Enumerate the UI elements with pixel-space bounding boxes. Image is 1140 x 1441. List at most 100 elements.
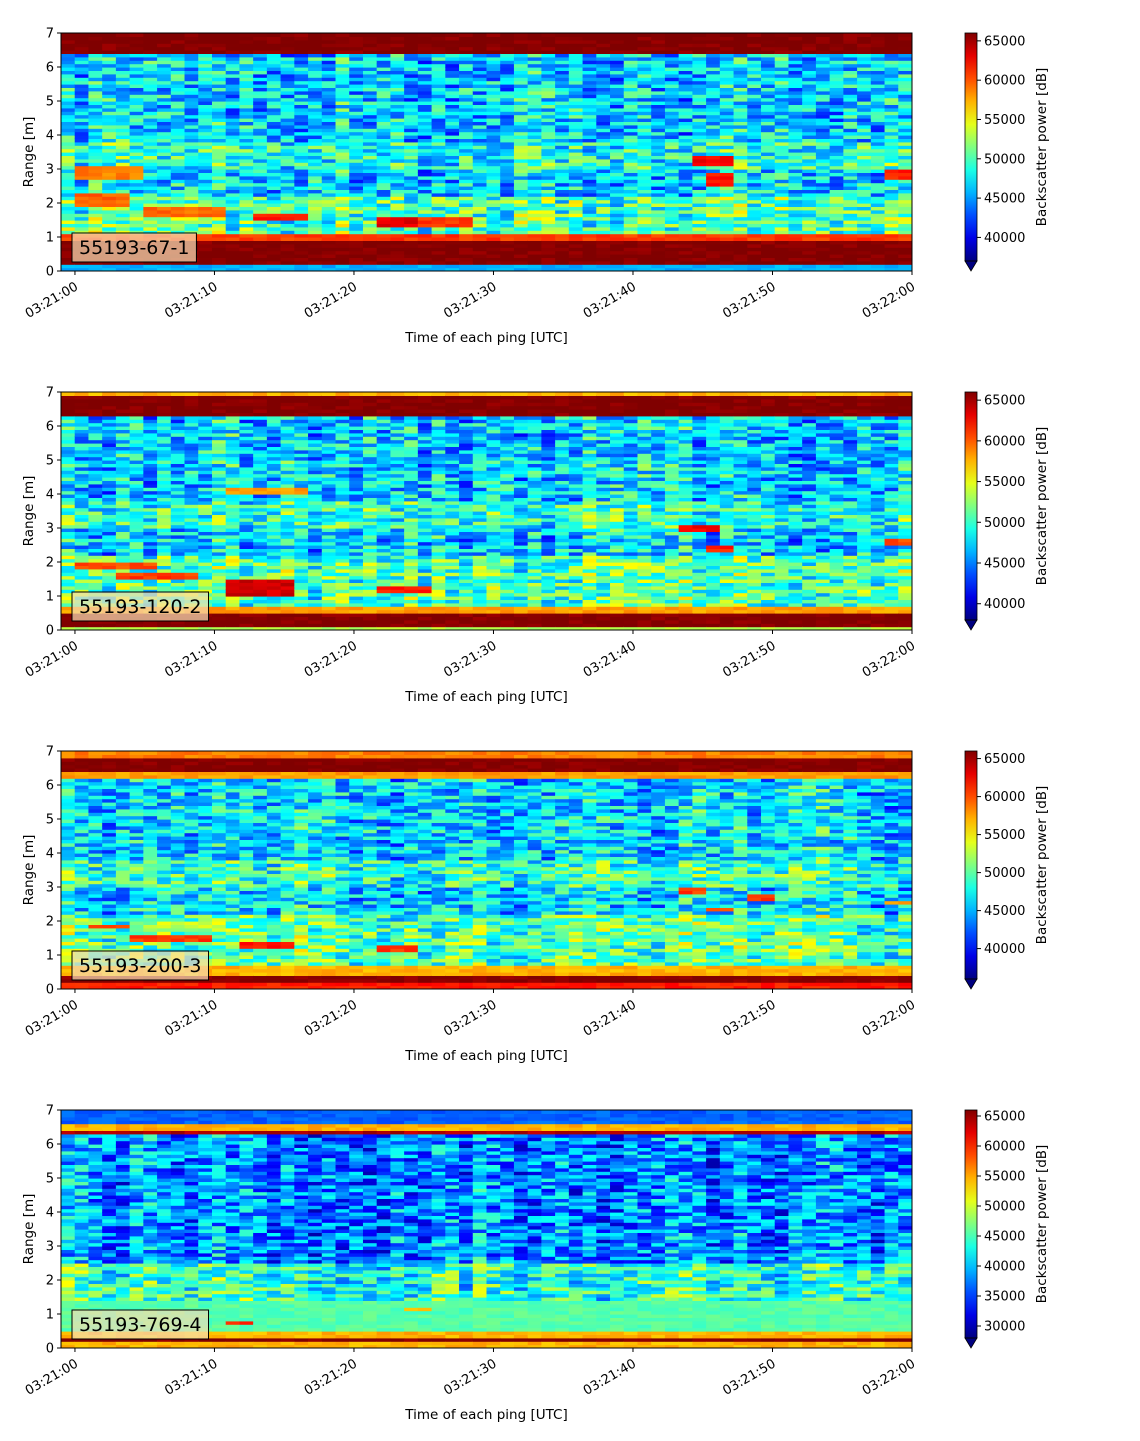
heatmap-cell <box>102 402 116 406</box>
heatmap-cell <box>528 183 542 187</box>
heatmap-cell <box>857 159 871 163</box>
heatmap-cell <box>500 227 514 231</box>
heatmap-cell <box>761 183 775 187</box>
heatmap-cell <box>898 159 912 163</box>
heatmap-cell <box>226 33 240 37</box>
heatmap-cell <box>157 33 171 37</box>
heatmap-cell <box>116 176 130 180</box>
colorbar-extend-arrow <box>965 261 977 271</box>
heatmap-cell <box>116 132 130 136</box>
heatmap-cell <box>528 200 542 204</box>
heatmap-cell <box>143 33 157 37</box>
heatmap-cell <box>747 132 761 136</box>
heatmap-cell <box>281 149 295 153</box>
heatmap-cell <box>88 402 102 406</box>
heatmap-cell <box>788 264 802 268</box>
heatmap-cell <box>130 227 144 231</box>
heatmap-cell <box>390 132 404 136</box>
heatmap-cell <box>871 234 885 238</box>
heatmap-cell <box>88 264 102 268</box>
heatmap-cell <box>61 470 75 474</box>
heatmap-cell <box>102 227 116 231</box>
heatmap-cell <box>541 149 555 153</box>
heatmap-cell <box>816 234 830 238</box>
heatmap-cell <box>185 132 199 136</box>
heatmap-cell <box>637 193 651 197</box>
heatmap-cell <box>720 251 734 255</box>
heatmap-cell <box>651 251 665 255</box>
heatmap-cell <box>445 210 459 214</box>
heatmap-cell <box>157 142 171 146</box>
heatmap-cell <box>679 264 693 268</box>
heatmap-cell <box>363 234 377 238</box>
heatmap-cell <box>198 132 212 136</box>
heatmap-cell <box>734 33 748 37</box>
heatmap-cell <box>308 217 322 221</box>
heatmap-cell <box>377 217 391 221</box>
heatmap-cell <box>816 244 830 248</box>
heatmap-cell <box>198 251 212 255</box>
heatmap-cell <box>843 149 857 153</box>
heatmap-cell <box>802 227 816 231</box>
heatmap-cell <box>747 200 761 204</box>
heatmap-cell <box>747 193 761 197</box>
heatmap-cell <box>857 132 871 136</box>
heatmap-cell <box>198 176 212 180</box>
heatmap-cell <box>349 264 363 268</box>
heatmap-cell <box>706 159 720 163</box>
heatmap-cell <box>857 200 871 204</box>
heatmap-cell <box>487 217 501 221</box>
heatmap-cell <box>75 436 89 440</box>
heatmap-cell <box>349 217 363 221</box>
heatmap-cell <box>75 193 89 197</box>
x-tick-label: 03:21:50 <box>720 279 778 321</box>
heatmap-cell <box>830 159 844 163</box>
heatmap-cell <box>130 402 144 406</box>
heatmap-cell <box>583 217 597 221</box>
heatmap-cell <box>294 264 308 268</box>
heatmap-cell <box>198 33 212 37</box>
heatmap-cell <box>130 487 144 491</box>
heatmap-cell <box>473 234 487 238</box>
heatmap-cell <box>226 264 240 268</box>
heatmap-cell <box>816 33 830 37</box>
heatmap-cell <box>473 217 487 221</box>
heatmap-cell <box>102 149 116 153</box>
heatmap-cell <box>569 166 583 170</box>
heatmap-cell <box>390 227 404 231</box>
heatmap-cell <box>445 193 459 197</box>
heatmap-cell <box>88 504 102 508</box>
heatmap-cell <box>898 166 912 170</box>
heatmap-cell <box>610 200 624 204</box>
heatmap-cell <box>459 193 473 197</box>
heatmap-cell <box>198 200 212 204</box>
heatmap-cell <box>61 436 75 440</box>
heatmap-cell <box>432 227 446 231</box>
heatmap-cell <box>322 193 336 197</box>
heatmap-cell <box>857 251 871 255</box>
heatmap-cell <box>281 210 295 214</box>
heatmap-cell <box>116 193 130 197</box>
heatmap-cell <box>377 183 391 187</box>
heatmap-cell <box>253 227 267 231</box>
heatmap-cell <box>363 142 377 146</box>
heatmap-cell <box>363 159 377 163</box>
heatmap-cell <box>75 453 89 457</box>
heatmap-cell <box>761 251 775 255</box>
heatmap-cell <box>281 227 295 231</box>
heatmap-cell <box>61 504 75 508</box>
heatmap-cell <box>500 264 514 268</box>
heatmap-cell <box>116 200 130 204</box>
heatmap-cell <box>157 200 171 204</box>
heatmap-cell <box>734 217 748 221</box>
heatmap-cell <box>692 176 706 180</box>
heatmap-cell <box>802 251 816 255</box>
heatmap-cell <box>583 227 597 231</box>
heatmap-cell <box>528 251 542 255</box>
heatmap-cell <box>747 142 761 146</box>
heatmap-cell <box>157 132 171 136</box>
heatmap-cell <box>596 244 610 248</box>
heatmap-cell <box>747 217 761 221</box>
heatmap-cell <box>253 234 267 238</box>
heatmap-cell <box>885 142 899 146</box>
